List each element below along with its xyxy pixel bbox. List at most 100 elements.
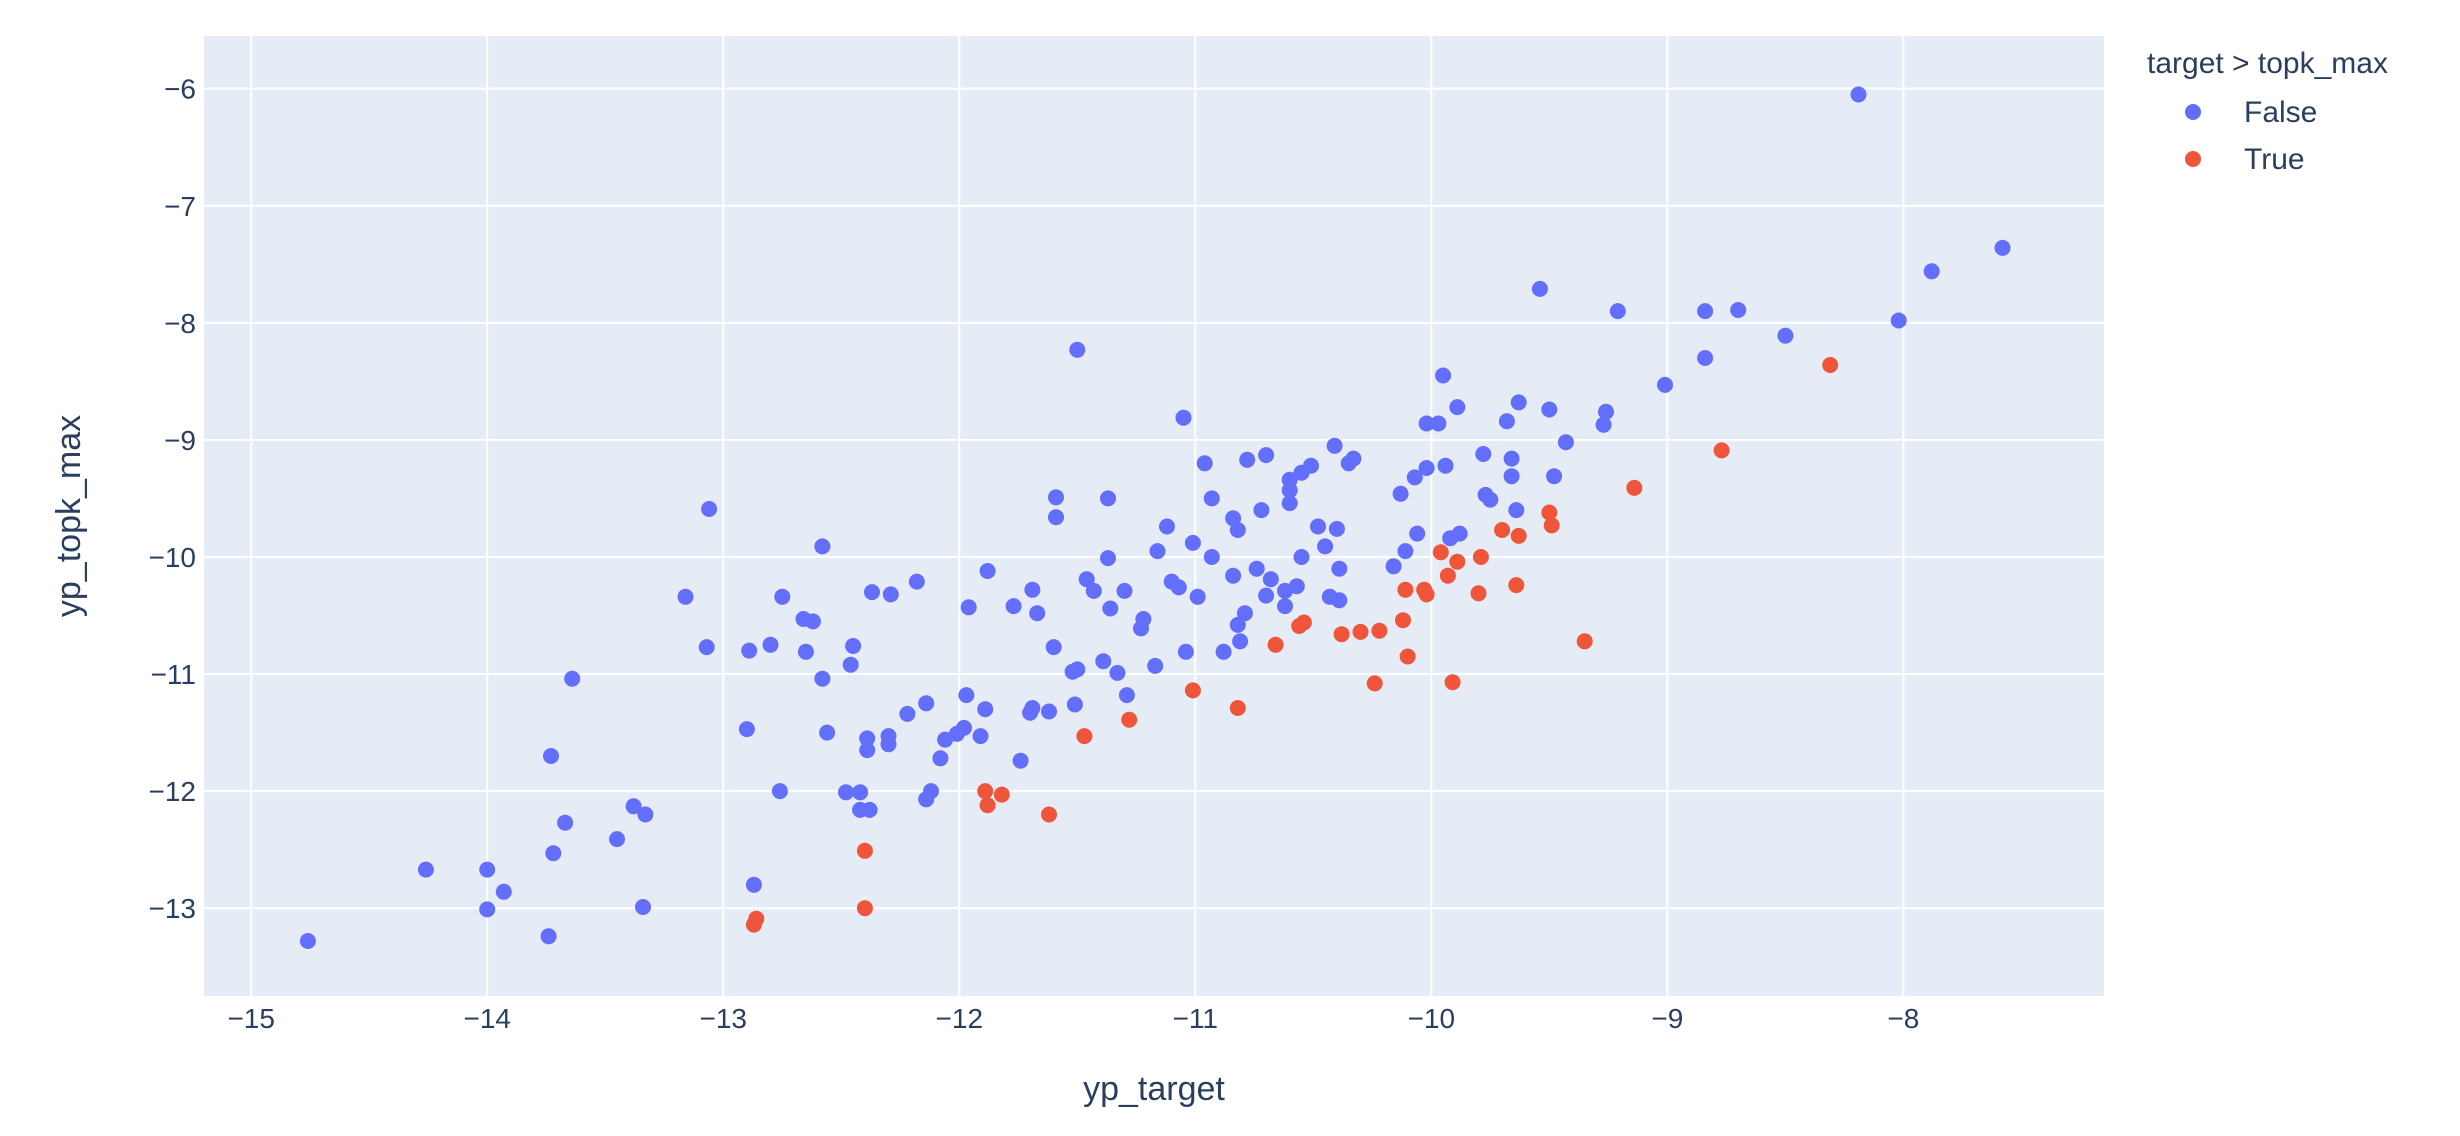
data-point-false[interactable]: [1331, 560, 1348, 577]
data-point-true[interactable]: [1626, 479, 1643, 496]
data-point-false[interactable]: [814, 670, 831, 687]
data-point-false[interactable]: [1100, 550, 1116, 567]
data-point-true[interactable]: [1121, 711, 1138, 728]
data-point-false[interactable]: [540, 928, 557, 945]
data-point-false[interactable]: [977, 701, 994, 718]
data-point-false[interactable]: [564, 670, 581, 687]
data-point-false[interactable]: [1184, 534, 1201, 551]
data-point-true[interactable]: [856, 900, 873, 917]
data-point-true[interactable]: [1229, 700, 1246, 716]
data-point-false[interactable]: [1697, 350, 1714, 366]
data-point-true[interactable]: [1510, 527, 1527, 544]
data-point-true[interactable]: [1371, 622, 1388, 639]
data-point-false[interactable]: [1045, 639, 1062, 656]
data-point-false[interactable]: [557, 814, 574, 831]
data-point-true[interactable]: [977, 783, 994, 800]
data-point-false[interactable]: [1482, 491, 1499, 508]
data-point-false[interactable]: [1069, 341, 1086, 358]
data-point-true[interactable]: [1352, 623, 1369, 640]
data-point-false[interactable]: [845, 638, 862, 654]
data-point-false[interactable]: [1085, 582, 1102, 599]
data-point-false[interactable]: [1437, 457, 1454, 474]
data-point-false[interactable]: [545, 845, 562, 862]
data-point-false[interactable]: [1135, 611, 1152, 627]
data-point-false[interactable]: [1598, 403, 1614, 420]
data-point-false[interactable]: [1048, 509, 1064, 526]
data-point-false[interactable]: [1498, 413, 1515, 430]
data-point-false[interactable]: [1258, 447, 1275, 464]
data-point-false[interactable]: [1041, 703, 1057, 720]
data-point-false[interactable]: [771, 783, 788, 800]
data-point-true[interactable]: [1333, 626, 1350, 643]
data-point-false[interactable]: [1697, 303, 1714, 320]
data-point-false[interactable]: [979, 563, 996, 579]
data-point-true[interactable]: [1395, 612, 1411, 629]
data-point-false[interactable]: [1657, 376, 1673, 393]
data-point-false[interactable]: [1288, 578, 1305, 595]
data-point-false[interactable]: [745, 876, 762, 893]
data-point-false[interactable]: [1177, 643, 1194, 660]
data-point-false[interactable]: [819, 724, 836, 741]
data-point-false[interactable]: [1236, 605, 1253, 622]
data-point-false[interactable]: [1116, 582, 1133, 599]
data-point-false[interactable]: [956, 719, 972, 736]
data-point-false[interactable]: [882, 586, 899, 603]
data-point-false[interactable]: [1281, 482, 1298, 499]
data-point-false[interactable]: [1890, 312, 1907, 329]
data-point-true[interactable]: [1267, 636, 1284, 653]
data-point-true[interactable]: [1184, 682, 1201, 699]
data-point-false[interactable]: [625, 798, 642, 815]
data-point-false[interactable]: [1024, 581, 1041, 598]
data-point-false[interactable]: [1730, 302, 1747, 318]
data-point-false[interactable]: [1078, 571, 1095, 588]
data-point-false[interactable]: [1557, 434, 1574, 451]
data-point-true[interactable]: [1041, 806, 1057, 823]
data-point-false[interactable]: [1109, 664, 1126, 681]
data-point-false[interactable]: [838, 784, 854, 801]
data-point-false[interactable]: [698, 639, 715, 656]
data-point-false[interactable]: [923, 783, 939, 800]
data-point-false[interactable]: [741, 642, 758, 659]
data-point-false[interactable]: [1331, 592, 1348, 609]
data-point-true[interactable]: [1508, 577, 1525, 594]
data-point-false[interactable]: [1406, 469, 1423, 486]
data-point-false[interactable]: [701, 501, 718, 517]
data-point-false[interactable]: [932, 750, 949, 767]
data-point-true[interactable]: [1576, 633, 1593, 650]
data-point-false[interactable]: [1503, 450, 1520, 467]
data-point-true[interactable]: [1366, 675, 1383, 692]
data-point-false[interactable]: [637, 806, 654, 823]
data-point-false[interactable]: [1418, 415, 1435, 432]
data-point-false[interactable]: [1475, 446, 1492, 462]
data-point-false[interactable]: [1149, 543, 1166, 560]
data-point-false[interactable]: [1397, 543, 1414, 560]
data-point-false[interactable]: [1510, 394, 1527, 411]
data-point-false[interactable]: [479, 901, 496, 918]
data-point-false[interactable]: [972, 728, 989, 745]
data-point-false[interactable]: [861, 801, 878, 818]
data-point-false[interactable]: [1345, 450, 1362, 467]
data-point-true[interactable]: [1444, 674, 1461, 691]
data-point-true[interactable]: [1439, 567, 1456, 584]
data-point-false[interactable]: [1066, 696, 1083, 713]
data-point-true[interactable]: [1076, 728, 1093, 745]
data-point-false[interactable]: [960, 599, 977, 616]
data-point-false[interactable]: [880, 736, 897, 753]
data-point-true[interactable]: [1399, 648, 1416, 665]
data-point-false[interactable]: [1048, 489, 1064, 506]
data-point-false[interactable]: [677, 588, 694, 605]
data-point-false[interactable]: [1310, 518, 1326, 535]
legend-item-false[interactable]: False: [2185, 96, 2317, 129]
data-point-false[interactable]: [1225, 567, 1242, 584]
data-point-true[interactable]: [1472, 549, 1489, 565]
data-point-false[interactable]: [1196, 455, 1213, 472]
data-point-false[interactable]: [1409, 525, 1426, 542]
data-point-true[interactable]: [1822, 357, 1839, 373]
data-point-false[interactable]: [1248, 560, 1265, 577]
data-point-false[interactable]: [1100, 490, 1116, 507]
data-point-false[interactable]: [774, 588, 791, 605]
data-point-false[interactable]: [1328, 520, 1345, 537]
data-point-false[interactable]: [1293, 549, 1310, 565]
data-point-true[interactable]: [1713, 442, 1730, 459]
data-point-false[interactable]: [762, 636, 779, 653]
